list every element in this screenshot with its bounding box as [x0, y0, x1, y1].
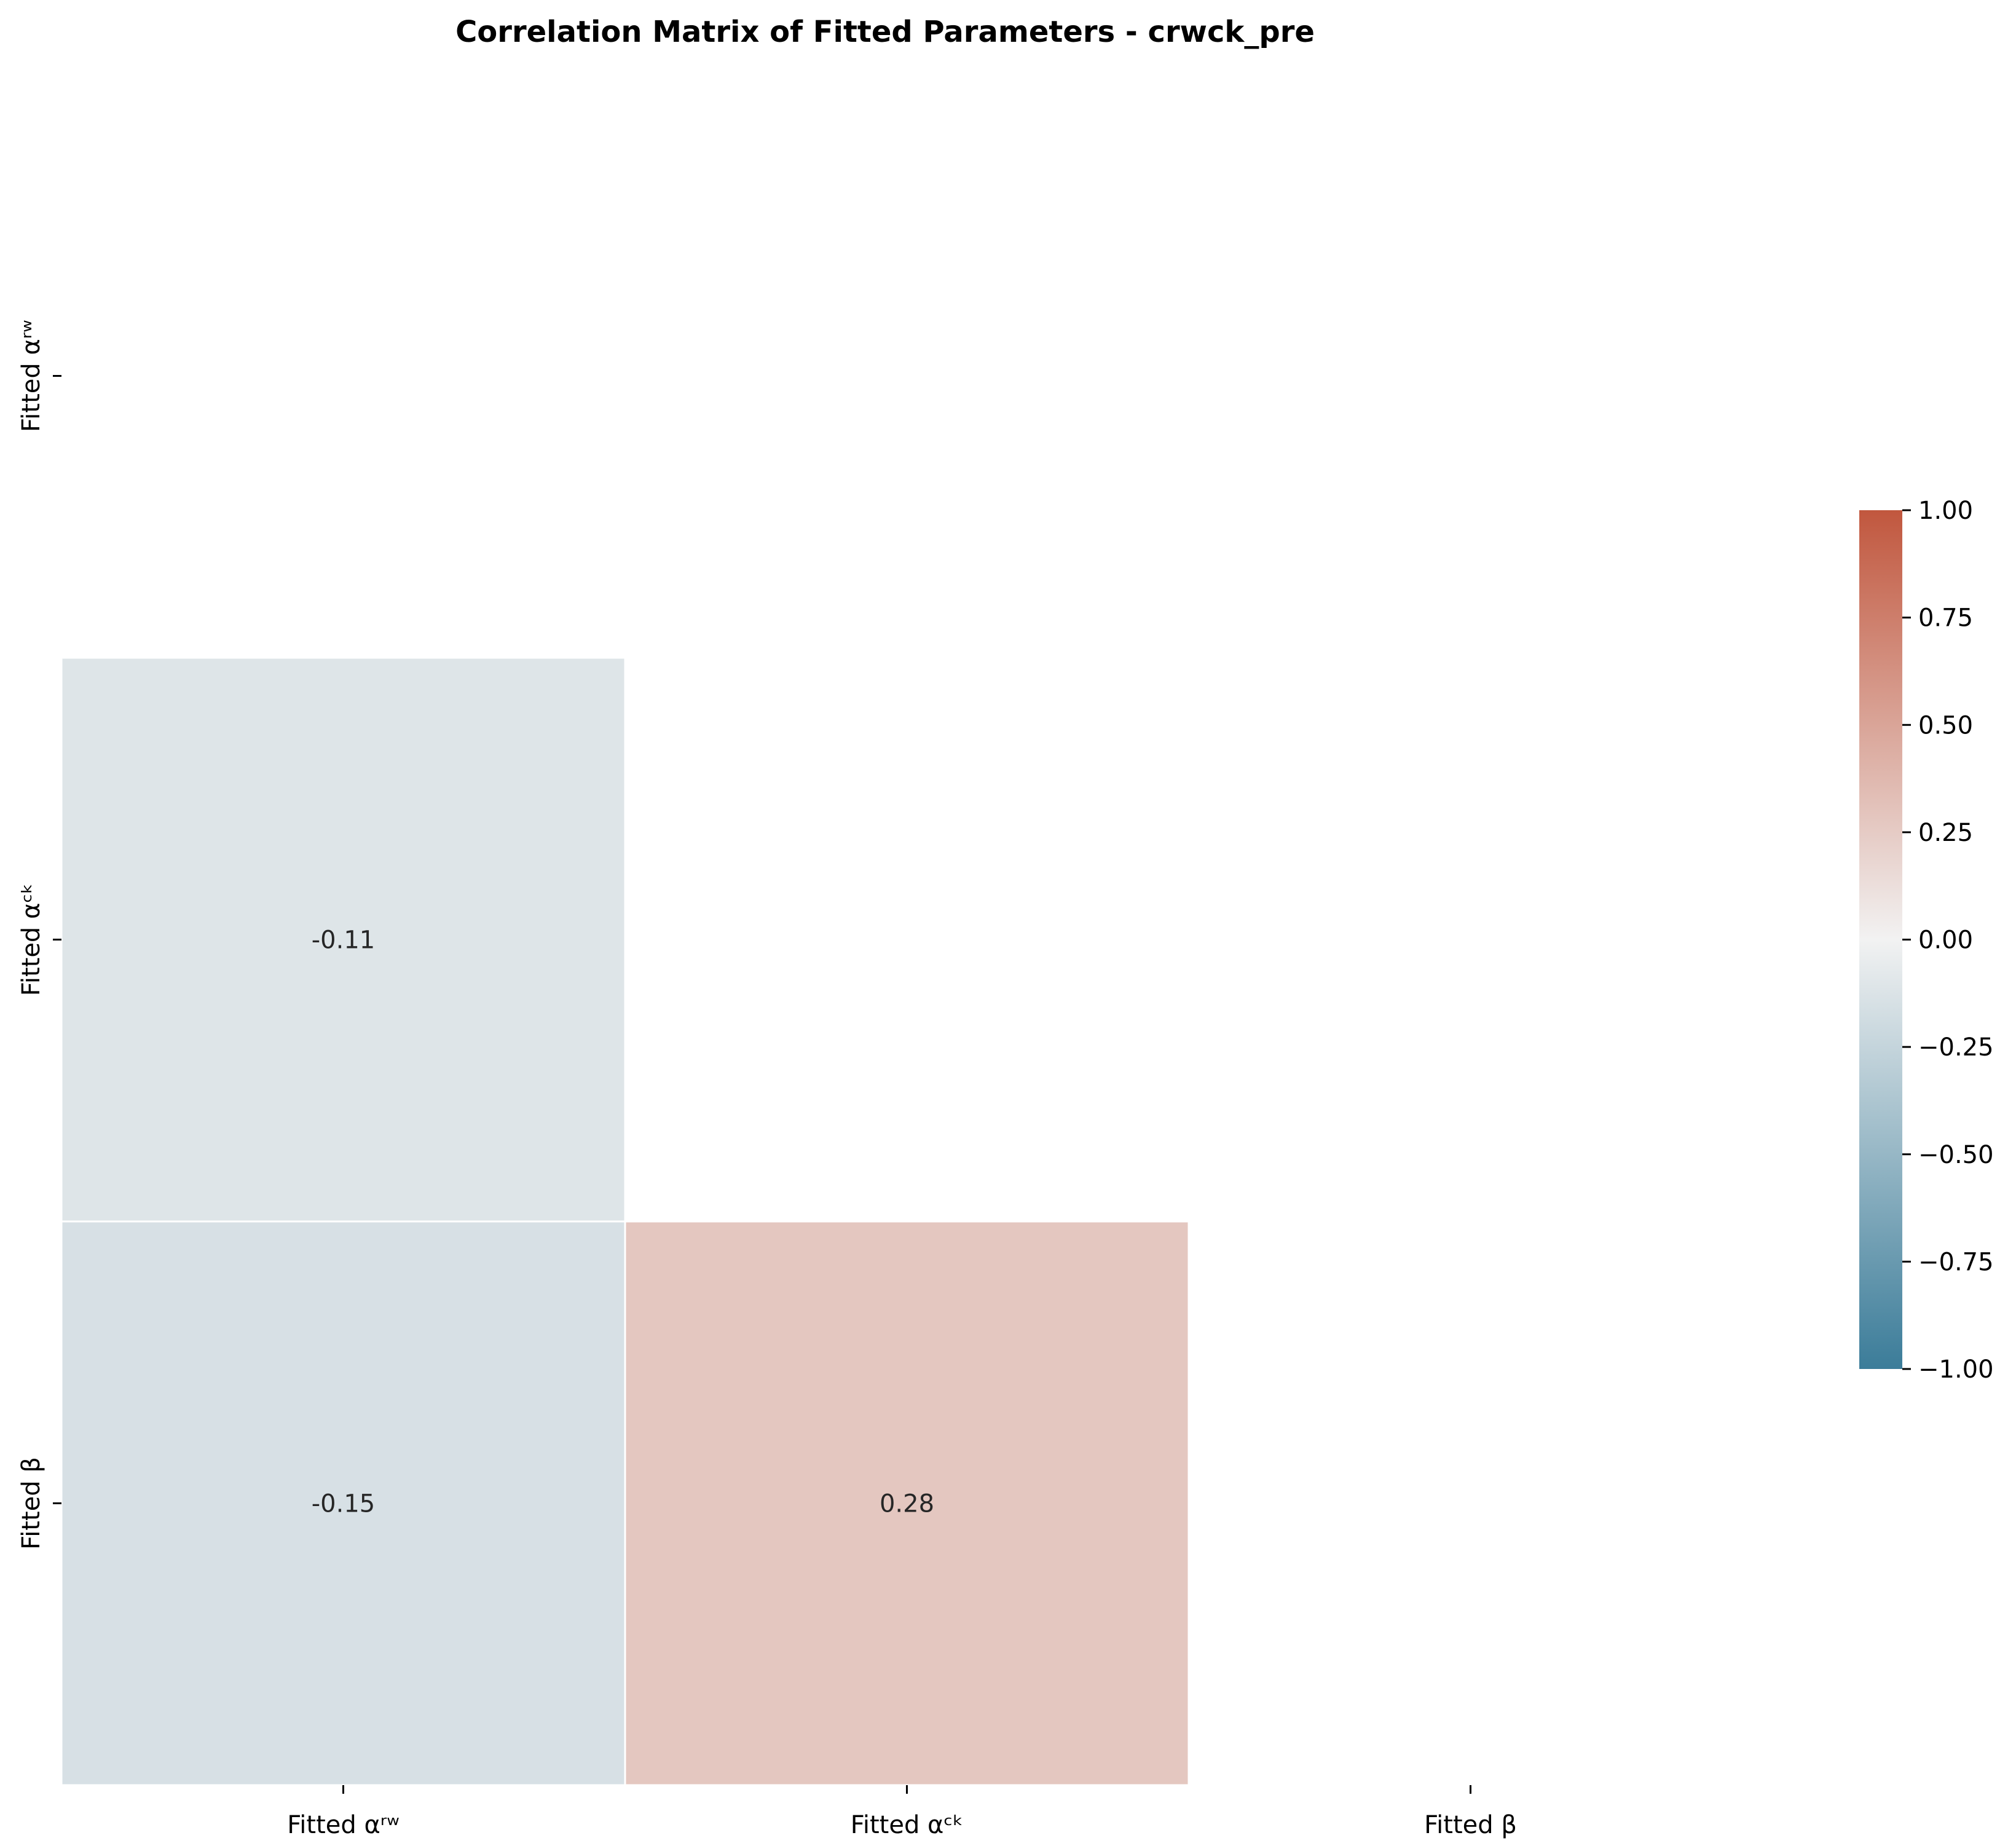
heatmap-cell	[624, 1220, 1190, 1786]
y-tick-label: Fitted β	[17, 1457, 45, 1550]
colorbar-tick-label: 0.50	[1918, 711, 1973, 740]
chart-title: Correlation Matrix of Fitted Parameters …	[455, 15, 1315, 49]
colorbar-gradient	[1859, 510, 1902, 1369]
colorbar-tick-label: 1.00	[1918, 497, 1973, 525]
cell-value-label: -0.15	[312, 1490, 376, 1518]
heatmap-cell	[60, 657, 626, 1223]
cell-value-label: 0.28	[880, 1490, 934, 1518]
colorbar: 1.00 0.75 0.50 0.25 0.00 −0.25 −0.50 −0.75 −1.00	[1859, 497, 1994, 1384]
colorbar-tick-label: 0.75	[1918, 604, 1973, 633]
x-tick-label: Fitted αʳʷ	[287, 1811, 400, 1839]
heatmap-cell	[60, 1220, 626, 1786]
y-tick-label: Fitted αʳʷ	[17, 320, 45, 432]
colorbar-tick-label: 0.25	[1918, 819, 1973, 847]
colorbar-tick-label: −1.00	[1918, 1355, 1994, 1384]
x-tick-label: Fitted αᶜᵏ	[851, 1811, 964, 1839]
colorbar-tick-label: 0.00	[1918, 926, 1973, 955]
x-axis: Fitted αʳʷ Fitted αᶜᵏ Fitted β	[287, 1785, 1517, 1839]
cell-value-label: -0.11	[312, 926, 376, 955]
colorbar-tick-label: −0.50	[1918, 1141, 1994, 1169]
colorbar-tick-label: −0.25	[1918, 1033, 1994, 1062]
y-tick-label: Fitted αᶜᵏ	[17, 883, 45, 996]
colorbar-tick-label: −0.75	[1918, 1248, 1994, 1276]
y-axis: Fitted αʳʷ Fitted αᶜᵏ Fitted β	[17, 320, 61, 1550]
x-tick-label: Fitted β	[1424, 1811, 1517, 1839]
heatmap-cells: -0.11 -0.15 0.28	[60, 657, 1190, 1786]
